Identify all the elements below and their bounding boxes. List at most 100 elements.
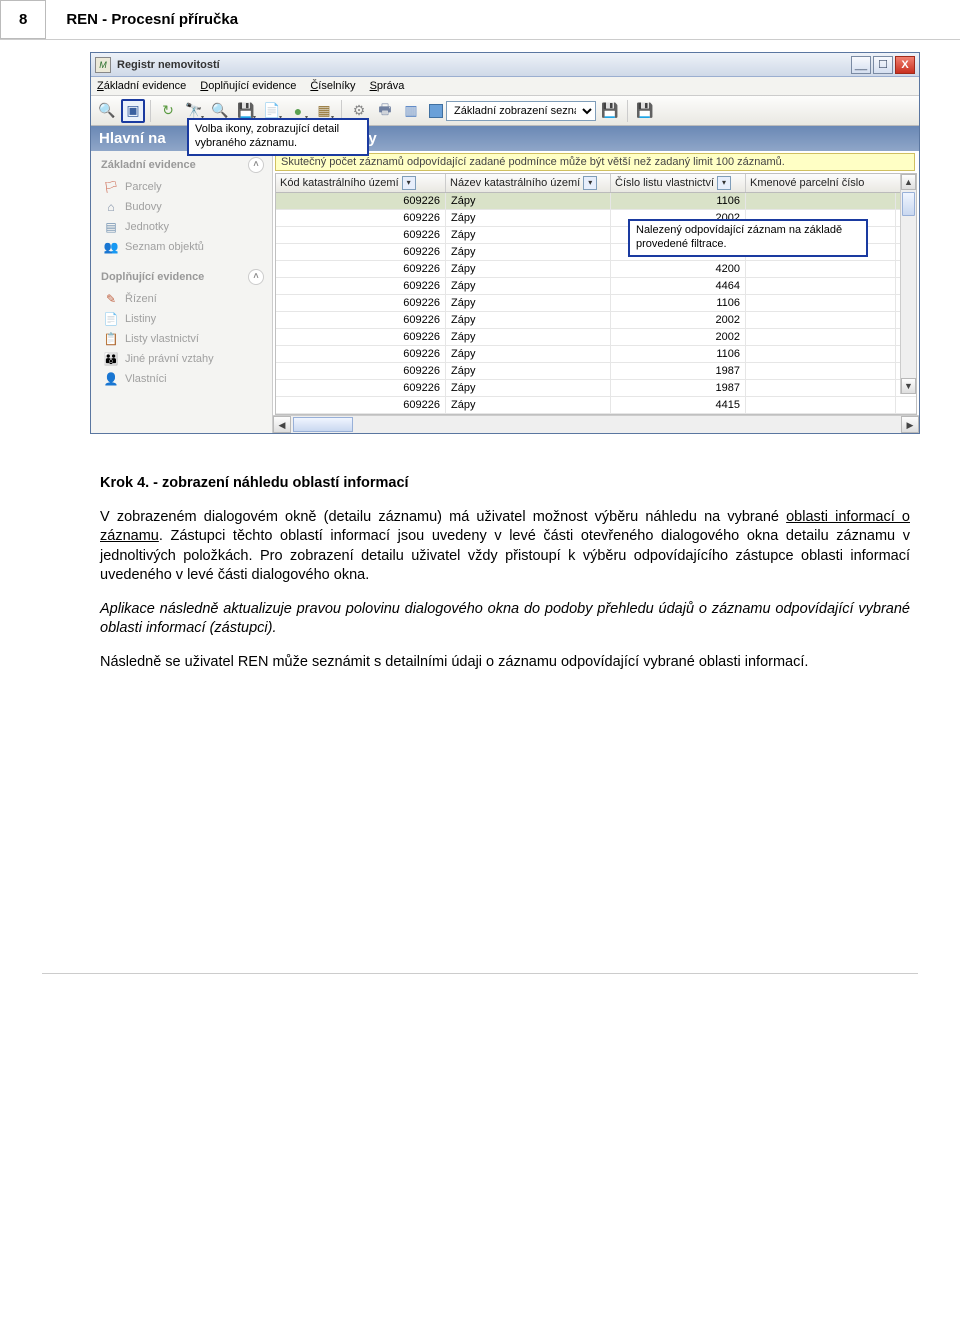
scroll-track[interactable] [291,416,901,433]
cell-nazev: Zápy [446,210,611,226]
paragraph-2: Aplikace následně aktualizuje pravou pol… [100,600,910,639]
table-row[interactable]: 609226Zápy4200 [276,261,916,278]
close-button[interactable]: X [895,56,915,74]
horizontal-scrollbar[interactable]: ◀ ▶ [273,415,919,433]
sidebar-item[interactable]: 👥 Seznam objektů [91,237,272,257]
sidebar-item-label: Listy vlastnictví [125,333,199,345]
cell-kmen [746,397,896,413]
sidebar-item-icon: 📄 [103,312,119,326]
col-header-kmen[interactable]: Kmenové parcelní číslo [746,174,916,192]
collapse-icon[interactable]: ˄ [248,269,264,285]
scroll-up-icon[interactable]: ▲ [901,174,916,190]
maximize-button[interactable]: ☐ [873,56,893,74]
sidebar-item[interactable]: ▤Jednotky [91,217,272,237]
toolbar-refresh-icon[interactable]: ↻ [156,99,180,123]
table-row[interactable]: 609226Zápy1106 [276,193,916,210]
cell-kmen [746,363,896,379]
cell-nazev: Zápy [446,261,611,277]
toolbar-diskx-icon[interactable]: 💾 [633,99,657,123]
toolbar-separator [150,100,151,122]
content-area: Skutečný počet záznamů odpovídající zada… [273,151,919,433]
cell-kod: 609226 [276,329,446,345]
toolbar-detail-icon[interactable]: ▣ [121,99,145,123]
cell-kmen [746,329,896,345]
cell-cislo: 2002 [611,329,746,345]
sidebar-item[interactable]: 👤Vlastníci [91,369,272,389]
sidebar-item-label: Seznam objektů [125,241,204,253]
sidebar-item[interactable]: 👪Jiné právní vztahy [91,349,272,369]
cell-kod: 609226 [276,210,446,226]
cell-kod: 609226 [276,244,446,260]
cell-nazev: Zápy [446,329,611,345]
table-row[interactable]: 609226Zápy2002 [276,329,916,346]
sidebar-item-icon: 👥 [103,240,119,254]
app-window: M Registr nemovitostí __ ☐ X Základní ev… [90,52,920,434]
sidebar-item-icon: 👪 [103,352,119,366]
cell-nazev: Zápy [446,380,611,396]
filter-dropdown-icon[interactable]: ▾ [583,176,597,190]
data-grid: Kód katastrálního území▾ Název katastrál… [275,173,917,415]
col-header-cislo[interactable]: Číslo listu vlastnictví▾ [611,174,746,192]
toolbar-grid-icon[interactable]: ▥ [399,99,423,123]
cell-cislo: 1987 [611,363,746,379]
cell-kod: 609226 [276,278,446,294]
scroll-thumb[interactable] [293,417,353,432]
toolbar-print-icon[interactable]: 🖶 [373,99,397,123]
table-row[interactable]: 609226Zápy2002 [276,312,916,329]
cell-kmen [746,193,896,209]
sidebar-item-icon: ▤ [103,220,119,234]
cell-kod: 609226 [276,380,446,396]
menu-admin[interactable]: Správa [370,80,405,92]
grid-header: Kód katastrálního území▾ Název katastrál… [276,174,916,193]
scroll-right-icon[interactable]: ▶ [901,416,919,433]
table-row[interactable]: 609226Zápy1987 [276,363,916,380]
menu-enums[interactable]: Číselníky [310,80,355,92]
sidebar-item[interactable]: ⌂ Budovy [91,197,272,217]
page-number: 8 [0,0,46,39]
toolbar-disk2-icon[interactable]: 💾 [598,99,622,123]
sidebar-item[interactable]: 🏳Parcely [91,177,272,197]
sidebar-item[interactable]: 📋Listy vlastnictví [91,329,272,349]
sidebar-item-icon: ⌂ [103,200,119,214]
toolbar-find-icon[interactable]: 🔍 [95,99,119,123]
filter-dropdown-icon[interactable]: ▾ [717,176,731,190]
menubar: Základní evidence Doplňující evidence Čí… [91,77,919,96]
table-row[interactable]: 609226Zápy1106 [276,346,916,363]
table-row[interactable]: 609226Zápy1106 [276,295,916,312]
sidebar-group-label: Základní evidence [101,159,196,171]
toolbar-view-combo: Základní zobrazení sezna [429,101,596,121]
filter-dropdown-icon[interactable]: ▾ [402,176,416,190]
minimize-button[interactable]: __ [851,56,871,74]
cell-nazev: Zápy [446,346,611,362]
sidebar-item-icon: 🏳 [103,180,119,194]
step-heading: Krok 4. - zobrazení náhledu oblastí info… [100,474,910,494]
collapse-icon[interactable]: ˄ [248,157,264,173]
scroll-left-icon[interactable]: ◀ [273,416,291,433]
cell-cislo: 1106 [611,295,746,311]
col-header-kod[interactable]: Kód katastrálního území▾ [276,174,446,192]
view-select[interactable]: Základní zobrazení sezna [446,101,596,121]
sidebar-item-label: Budovy [125,201,162,213]
sidebar-item[interactable]: 📄Listiny [91,309,272,329]
col-header-nazev[interactable]: Název katastrálního území▾ [446,174,611,192]
cell-cislo: 4464 [611,278,746,294]
table-row[interactable]: 609226Zápy1987 [276,380,916,397]
menu-basic-evidence[interactable]: Základní evidence [97,80,186,92]
menu-additional-evidence[interactable]: Doplňující evidence [200,80,296,92]
table-row[interactable]: 609226Zápy4464 [276,278,916,295]
section-header: Hlavní na Volba ikony, zobrazující detai… [91,126,919,151]
sidebar-item[interactable]: ✎Řízení [91,289,272,309]
footer-rule [42,973,918,974]
scroll-thumb[interactable] [902,192,915,216]
table-row[interactable]: 609226Zápy4415 [276,397,916,414]
scroll-down-icon[interactable]: ▼ [901,378,916,394]
toolbar-separator [627,100,628,122]
sidebar-group-additional[interactable]: Doplňující evidence ˄ [91,263,272,289]
vertical-scrollbar[interactable]: ▲ ▼ [900,174,916,394]
cell-cislo: 4415 [611,397,746,413]
cell-nazev: Zápy [446,397,611,413]
page-title: REN - Procesní příručka [46,11,238,28]
app-icon: M [95,57,111,73]
sidebar-item-label: Řízení [125,293,157,305]
sidebar-item-icon: 👤 [103,372,119,386]
